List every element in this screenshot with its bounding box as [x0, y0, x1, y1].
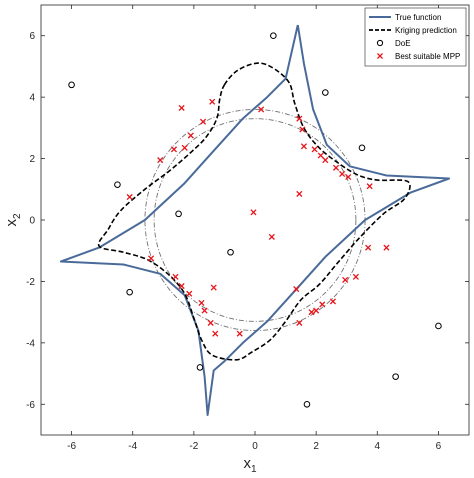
mpp-point: [181, 144, 188, 151]
mpp-point: [352, 273, 359, 280]
legend: True function Kriging prediction DoE Bes…: [364, 7, 467, 67]
x-tick-label: -4: [128, 441, 137, 452]
doe-point: [126, 288, 133, 296]
beta-circle: [153, 118, 357, 322]
mpp-point: [157, 157, 164, 164]
x-axis-label: x1: [243, 455, 257, 475]
mpp-point: [199, 118, 207, 125]
mpp-point: [332, 164, 340, 171]
mpp-point: [317, 152, 324, 159]
mpp-point: [210, 284, 217, 291]
mpp-point: [201, 307, 208, 314]
mpp-point: [299, 126, 306, 133]
mpp-point: [296, 190, 303, 197]
mpp-point: [207, 319, 214, 326]
plot-area: [40, 4, 470, 436]
x-tick-label: -6: [67, 441, 76, 452]
legend-kriging-label: Kriging prediction: [395, 26, 457, 35]
y-tick-label: -4: [26, 338, 35, 349]
x-tick-label: 4: [375, 441, 381, 452]
mpp-point: [293, 286, 300, 293]
y-tick-label: 0: [29, 216, 35, 227]
mpp-point: [212, 330, 219, 337]
legend-mpp-swatch: [377, 53, 383, 59]
doe-point: [322, 89, 329, 96]
mpp-point: [329, 298, 337, 305]
y-tick-label: -2: [26, 277, 35, 288]
mpp-point: [345, 173, 352, 181]
mpp-point: [178, 282, 185, 290]
mpp-point: [126, 193, 133, 201]
x-tick-label: 2: [313, 441, 319, 452]
doe-point: [114, 181, 121, 188]
mpp-point: [187, 132, 194, 139]
ticks-layer: -6 -4 -2 0 2 4 6 6 4 2 0 -2 -4 -6: [26, 5, 469, 452]
x-tick-label: 0: [252, 441, 258, 452]
mpp-point: [178, 104, 185, 111]
x-tick-label: -2: [189, 441, 198, 452]
y-tick-label: 2: [29, 154, 35, 165]
x-tick-label: 6: [436, 441, 442, 452]
mpp-point: [170, 146, 178, 153]
mpp-point: [322, 157, 329, 164]
y-axis-label-subscript: 2: [12, 213, 23, 219]
mpp-point: [308, 309, 315, 316]
mpp-point: [383, 244, 390, 251]
mpp-point: [250, 209, 257, 216]
doe-point: [227, 248, 234, 256]
legend-true-function-label: True function: [395, 13, 441, 22]
mpp-point: [209, 98, 216, 105]
doe-point: [392, 373, 399, 380]
x-axis-label-subscript: 1: [251, 464, 257, 475]
mpp-point: [198, 299, 205, 306]
mpp-point: [296, 115, 303, 122]
y-tick-label: -6: [26, 400, 35, 411]
mpp-point: [300, 143, 307, 150]
mpp-point: [172, 273, 179, 280]
doe-point: [68, 81, 75, 89]
y-tick-label: 4: [29, 93, 35, 104]
mpp-point: [258, 106, 265, 113]
legend-doe-swatch: [376, 39, 384, 47]
kriging-prediction-curve: [97, 62, 411, 361]
doe-point: [435, 322, 442, 330]
doe-point: [270, 32, 277, 40]
doe-point: [303, 400, 311, 408]
mpp-point: [319, 301, 326, 308]
series-layer: [59, 24, 451, 416]
mpp-point: [236, 330, 243, 337]
y-axis-label: x2: [3, 213, 23, 227]
doe-point: [175, 210, 182, 218]
y-tick-label: 6: [29, 31, 35, 42]
mpp-point: [311, 146, 318, 153]
mpp-point: [296, 319, 303, 326]
mpp-point: [147, 255, 155, 262]
doe-point: [196, 364, 204, 371]
legend-doe-label: DoE: [395, 39, 411, 48]
legend-mpp-label: Best suitable MPP: [395, 52, 460, 61]
true-function-curve: [59, 24, 451, 416]
mpp-point: [366, 183, 373, 190]
mpp-point: [186, 290, 193, 297]
mpp-point: [342, 276, 349, 283]
mpp-point: [268, 233, 275, 240]
doe-point: [358, 144, 366, 152]
mpp-point: [313, 307, 320, 314]
mpp-point: [365, 244, 372, 251]
mpp-point: [339, 170, 346, 177]
